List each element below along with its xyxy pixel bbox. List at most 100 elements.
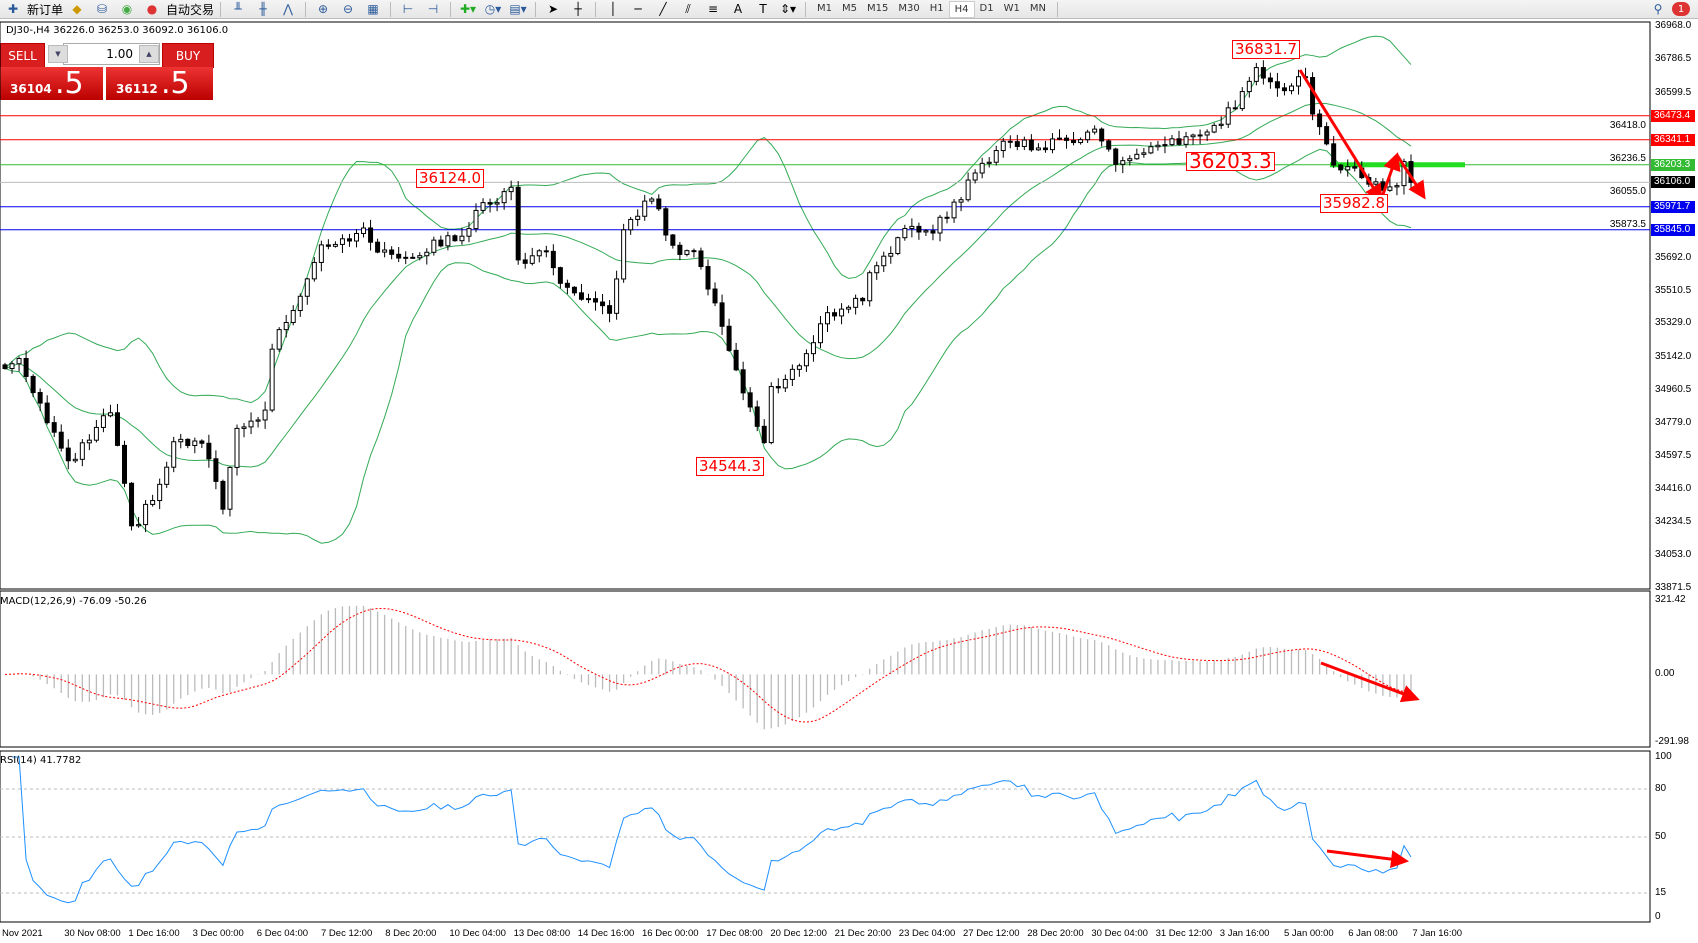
candle <box>958 196 964 212</box>
metaeditor-icon[interactable]: ◆ <box>72 2 82 16</box>
timeframe-m15[interactable]: M15 <box>867 2 889 14</box>
fibonacci-icon[interactable]: ≡ <box>708 2 719 16</box>
candle <box>571 286 577 296</box>
candle <box>754 400 760 432</box>
candle <box>44 395 50 425</box>
timeframe-m30[interactable]: M30 <box>898 2 920 14</box>
rsi-axis-label: 80 <box>1655 783 1667 794</box>
candle <box>663 206 669 242</box>
candle <box>79 439 85 467</box>
bar-chart-icon[interactable]: ╨ <box>234 2 242 16</box>
cursor-icon[interactable]: ➤ <box>548 2 559 16</box>
candle <box>1281 83 1287 96</box>
crosshair-icon[interactable]: ┼ <box>574 2 582 16</box>
candle-body <box>529 255 535 264</box>
candle <box>895 236 901 256</box>
candle-body <box>1057 137 1062 140</box>
zoom-out-icon[interactable]: ⊖ <box>343 2 354 16</box>
candle <box>1366 173 1372 188</box>
macd-panel[interactable] <box>0 590 1698 748</box>
price-axis-label: 36055.0 <box>1609 185 1646 197</box>
notifications-icon[interactable]: 1 <box>1672 2 1690 16</box>
navigator-icon[interactable]: ⛁ <box>96 2 108 16</box>
candle <box>698 247 704 270</box>
macd-axis-label: -291.98 <box>1655 736 1689 747</box>
lot-increase-button[interactable]: ▲ <box>139 45 159 63</box>
horizontal-line-icon[interactable]: ─ <box>634 2 642 16</box>
candle <box>185 438 191 449</box>
candle <box>1211 122 1217 134</box>
auto-trading-button[interactable]: 自动交易 <box>166 2 215 17</box>
time-axis-label: 10 Dec 04:00 <box>449 928 506 939</box>
sell-price-fraction: .5 <box>55 66 84 101</box>
candle-body <box>1169 138 1175 146</box>
indicators-icon[interactable]: ✚▾ <box>459 2 477 16</box>
candle-body <box>698 250 704 268</box>
time-axis-label: 17 Dec 08:00 <box>706 928 763 939</box>
candle <box>93 420 99 443</box>
zoom-in-icon[interactable]: ⊕ <box>318 2 329 16</box>
candle <box>825 306 831 332</box>
candle-body <box>649 198 655 202</box>
timeframe-mn[interactable]: MN <box>1029 2 1046 14</box>
signals-icon[interactable]: ◉ <box>121 2 133 16</box>
text-icon[interactable]: A <box>733 2 743 16</box>
candle <box>916 222 922 240</box>
templates-icon[interactable]: ▤▾ <box>509 2 527 16</box>
candle <box>951 199 957 223</box>
candle-body <box>220 480 226 510</box>
timeframe-h1[interactable]: H1 <box>929 2 944 14</box>
text-label-icon[interactable]: T <box>759 2 767 16</box>
candle-body <box>389 249 395 255</box>
chart-frame <box>0 21 1651 590</box>
macd-label: MACD(12,26,9) -76.09 -50.26 <box>0 596 147 607</box>
tile-windows-icon[interactable]: ▦ <box>367 2 379 16</box>
buy-price[interactable]: 36112 .5 <box>106 67 213 100</box>
candle <box>775 378 781 394</box>
timeframe-m5[interactable]: M5 <box>842 2 858 14</box>
candlestick-icon[interactable]: ╫ <box>259 2 267 16</box>
candle <box>1035 143 1041 151</box>
candle-body <box>635 215 641 220</box>
search-icon[interactable]: ⚲ <box>1653 2 1663 16</box>
timeframe-h4[interactable]: H4 <box>948 0 975 18</box>
sell-price[interactable]: 36104 .5 <box>0 67 103 100</box>
candle <box>1127 155 1133 166</box>
timeframe-w1[interactable]: W1 <box>1003 2 1020 14</box>
timeframe-m1[interactable]: M1 <box>817 2 833 14</box>
equidistant-channel-icon[interactable]: ⫽ <box>685 1 691 16</box>
price-chart[interactable] <box>0 21 1698 590</box>
candle <box>1317 109 1323 135</box>
candle <box>585 293 591 304</box>
candle-body <box>1211 124 1217 133</box>
lot-size-input[interactable]: 1.00 <box>63 43 160 65</box>
timeframe-d1[interactable]: D1 <box>979 2 994 14</box>
time-axis-label: 3 Jan 16:00 <box>1219 928 1270 939</box>
vertical-line-icon[interactable]: │ <box>609 2 617 16</box>
candle <box>1049 133 1055 154</box>
periods-icon[interactable]: ◷▾ <box>484 2 502 16</box>
candle-body <box>1246 80 1252 93</box>
candle-body <box>396 253 402 259</box>
auto-trading-icon[interactable]: ● <box>146 2 158 16</box>
new-order-button[interactable]: 新订单 <box>27 2 64 17</box>
candle-body <box>740 369 746 394</box>
trendline-icon[interactable]: ╱ <box>659 2 667 16</box>
autoscroll-icon[interactable]: ⊢ <box>402 2 414 16</box>
time-axis-label: 6 Dec 04:00 <box>256 928 309 939</box>
candle-body <box>593 298 599 303</box>
rsi-panel[interactable] <box>0 750 1698 923</box>
arrows-icon[interactable]: ⇕▾ <box>779 2 797 16</box>
rsi-axis-label: 15 <box>1655 887 1667 898</box>
lot-decrease-button[interactable]: ▼ <box>48 45 68 63</box>
line-chart-icon[interactable]: ⋀ <box>283 2 293 16</box>
new-order-icon[interactable]: ✚ <box>7 2 19 16</box>
candle <box>206 434 212 468</box>
price-annotation: 36124.0 <box>416 169 485 188</box>
chart-shift-icon[interactable]: ⊣ <box>427 2 439 16</box>
time-axis-label: 30 Nov 08:00 <box>64 928 121 939</box>
time-axis-label: Nov 2021 <box>2 928 43 939</box>
divider <box>305 1 307 17</box>
candle-body <box>501 191 507 204</box>
candle-body <box>923 230 929 233</box>
